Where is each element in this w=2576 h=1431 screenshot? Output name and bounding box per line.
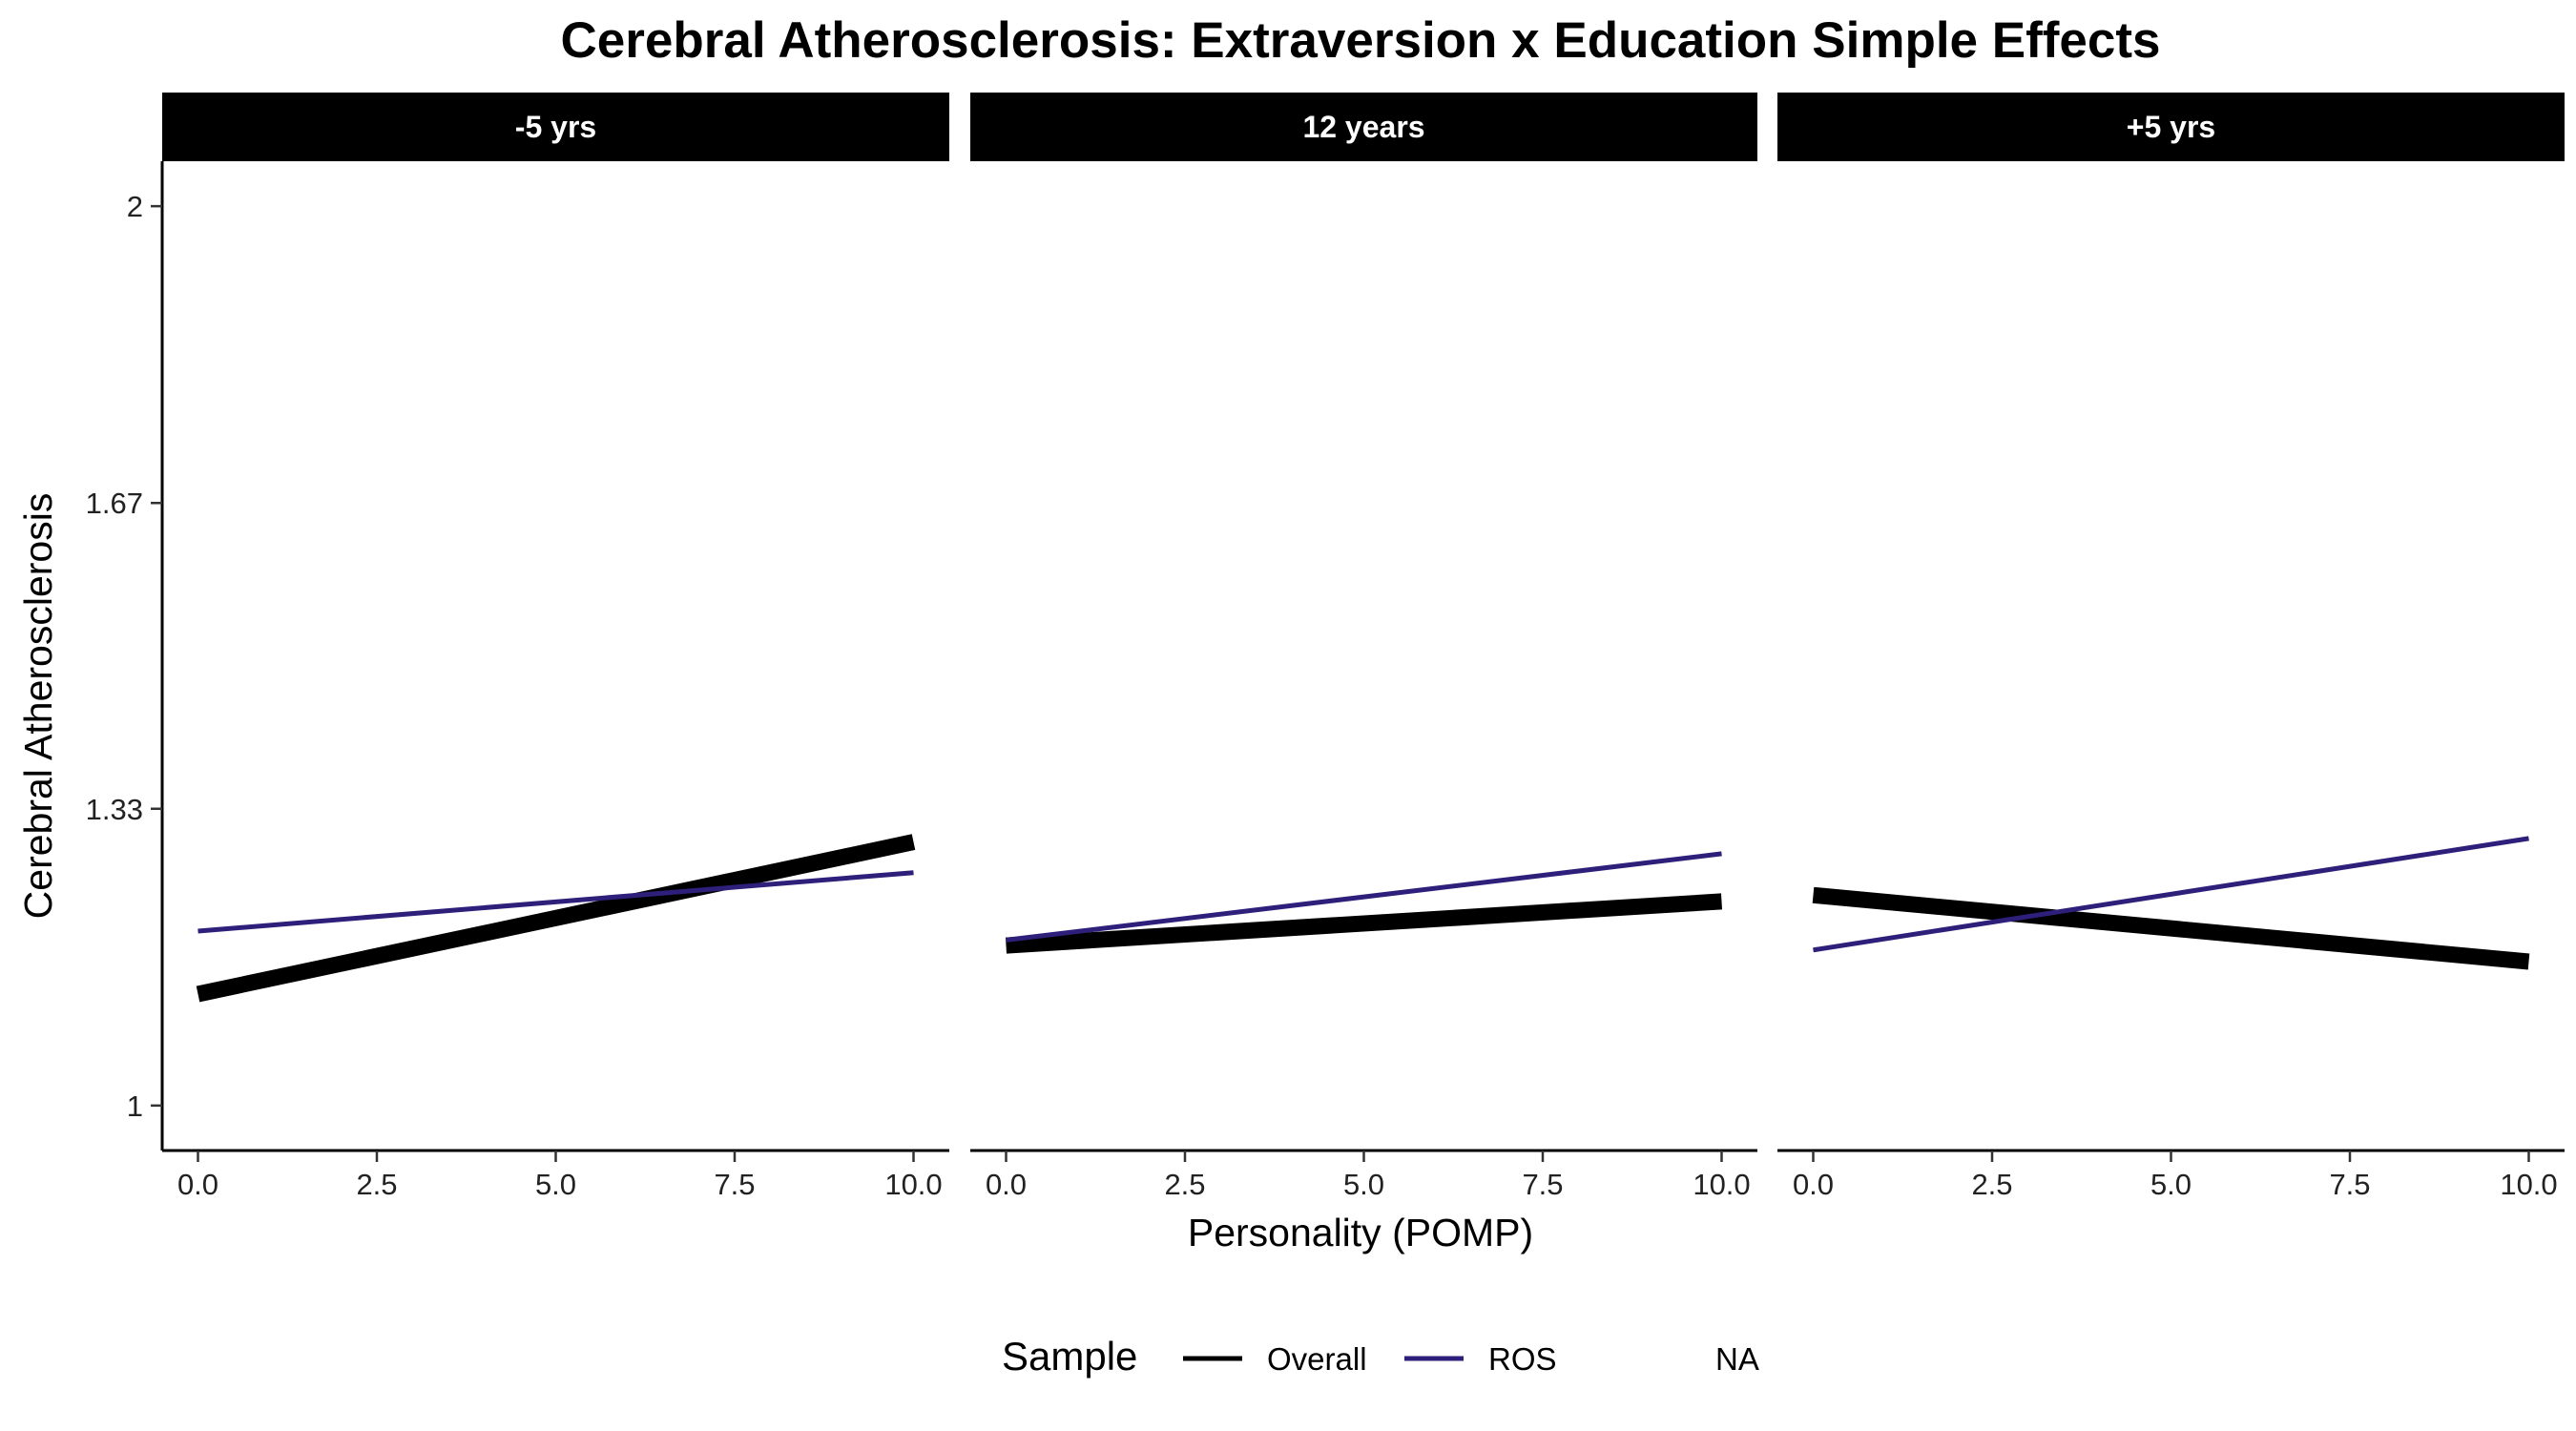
- legend-label: Overall: [1267, 1341, 1367, 1377]
- chart-title: Cerebral Atherosclerosis: Extraversion x…: [561, 12, 2161, 69]
- series-line-overall: [196, 834, 916, 1003]
- facet-strip: [1777, 93, 2565, 161]
- series-line-ros: [197, 870, 914, 934]
- x-tick-label: 7.5: [1522, 1168, 1563, 1201]
- y-axis-title: Cerebral Atherosclerosis: [16, 493, 60, 920]
- panels: -5 yrs 0.0 2.5 5.0 7.5 10.0 12 years 0.0 2.5 5.0 7…: [162, 93, 2565, 1201]
- x-tick-label: 2.5: [1971, 1168, 2012, 1201]
- series-line-ros: [1006, 851, 1722, 943]
- x-axis-title: Personality (POMP): [1188, 1211, 1533, 1255]
- legend-item-na: NA: [1715, 1341, 1759, 1377]
- x-tick-label: 2.5: [1164, 1168, 1205, 1201]
- facet-label: -5 yrs: [515, 110, 596, 144]
- x-tick-label: 0.0: [986, 1168, 1027, 1201]
- x-tick-label: 2.5: [356, 1168, 397, 1201]
- x-tick-label: 10.0: [884, 1168, 942, 1201]
- x-tick-label: 10.0: [2500, 1168, 2557, 1201]
- legend-item-ros: ROS: [1404, 1341, 1557, 1377]
- x-tick-label: 5.0: [535, 1168, 576, 1201]
- x-tick-label: 0.0: [1793, 1168, 1834, 1201]
- series-line-overall: [1005, 893, 1723, 954]
- y-tick-label: 1.33: [86, 793, 143, 826]
- legend-item-overall: Overall: [1183, 1341, 1367, 1377]
- facet-label: 12 years: [1302, 110, 1424, 144]
- x-tick-label: 7.5: [714, 1168, 755, 1201]
- y-tick-label: 2: [127, 190, 143, 223]
- legend-label: NA: [1715, 1341, 1759, 1377]
- series-line-ros: [1813, 836, 2529, 953]
- legend-label: ROS: [1488, 1341, 1557, 1377]
- x-tick-label: 10.0: [1693, 1168, 1750, 1201]
- legend-title: Sample: [1002, 1334, 1137, 1379]
- y-axis: 1 1.33 1.67 2: [86, 161, 164, 1151]
- x-tick-label: 0.0: [177, 1168, 218, 1201]
- facet-strip: [162, 93, 949, 161]
- panel-1: -5 yrs 0.0 2.5 5.0 7.5 10.0: [162, 93, 949, 1201]
- y-tick-label: 1.67: [86, 487, 143, 520]
- series-line-overall: [1812, 886, 2530, 970]
- facet-label: +5 yrs: [2127, 110, 2215, 144]
- x-tick-label: 5.0: [1343, 1168, 1384, 1201]
- y-tick-label: 1: [127, 1089, 143, 1123]
- x-tick-label: 5.0: [2150, 1168, 2192, 1201]
- panel-2: 12 years 0.0 2.5 5.0 7.5 10.0: [970, 93, 1757, 1201]
- panel-3: +5 yrs 0.0 2.5 5.0 7.5 10.0: [1777, 93, 2565, 1201]
- legend: Sample Overall ROS NA: [1002, 1334, 1759, 1379]
- x-tick-label: 7.5: [2329, 1168, 2370, 1201]
- facet-strip: [970, 93, 1757, 161]
- legend-items: Overall ROS NA: [1183, 1341, 1759, 1377]
